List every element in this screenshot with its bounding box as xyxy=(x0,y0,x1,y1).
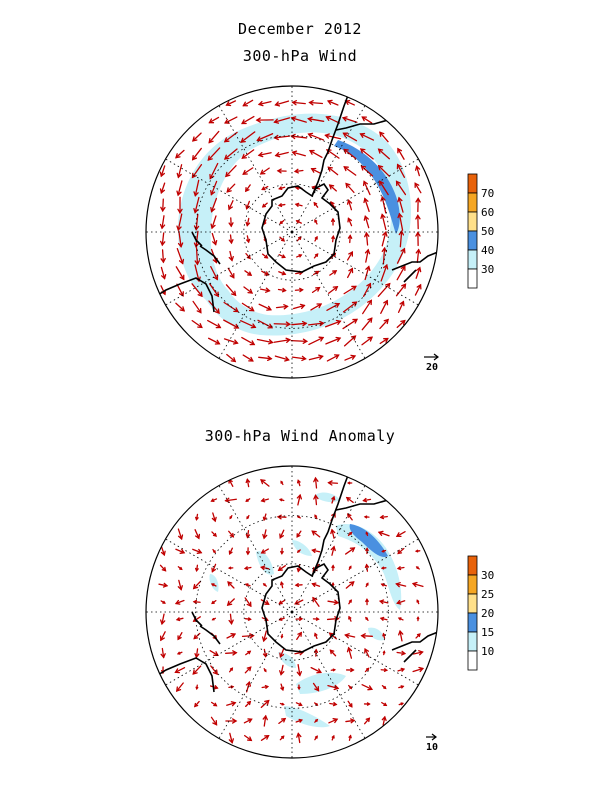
colorbar-bin xyxy=(467,192,478,213)
figure-title: December 2012 xyxy=(238,20,362,38)
colorbar-bin xyxy=(467,650,478,671)
meridian-line xyxy=(291,231,366,359)
bottom-colorbar: 10 15 20 25 30 xyxy=(467,555,494,671)
meridian-line xyxy=(218,231,293,359)
top-latlon-grid xyxy=(146,86,438,378)
meridian-line xyxy=(165,231,293,306)
colorbar-bin xyxy=(467,230,478,251)
top-colorbar: 30 40 50 60 70 xyxy=(467,173,494,289)
meridian-line xyxy=(218,611,293,739)
colorbar-tick-label: 30 xyxy=(481,569,494,582)
colorbar-bin xyxy=(467,574,478,595)
colorbar-bin xyxy=(467,268,478,289)
colorbar-tick-label: 25 xyxy=(481,588,494,601)
bottom-map-title: 300-hPa Wind Anomaly xyxy=(204,427,396,445)
top-wind-vectors xyxy=(159,99,422,363)
meridian-line xyxy=(291,611,366,739)
bottom-polar-map xyxy=(145,465,439,759)
colorbar-tick-label: 15 xyxy=(481,626,494,639)
top-polar-map xyxy=(145,85,439,379)
latitude-circle xyxy=(243,183,341,281)
colorbar-tick-label: 30 xyxy=(481,263,494,276)
colorbar-bin xyxy=(467,173,478,194)
latitude-circle xyxy=(195,515,389,709)
bottom-latlon-grid xyxy=(146,466,438,758)
bottom-wind-anomaly-vectors xyxy=(158,476,425,744)
meridian-line xyxy=(291,538,419,613)
meridian-line xyxy=(165,611,293,686)
bottom-reference-vector: 10 xyxy=(426,733,438,753)
colorbar-bin xyxy=(467,631,478,652)
meridian-line xyxy=(291,231,419,306)
meridian-line xyxy=(291,158,419,233)
top-map-title: 300-hPa Wind xyxy=(242,47,358,65)
top-reference-vector-label: 20 xyxy=(426,362,438,373)
colorbar-bin xyxy=(467,593,478,614)
meridian-line xyxy=(218,105,293,233)
meridian-line xyxy=(165,538,293,613)
latitude-circle xyxy=(243,563,341,661)
colorbar-tick-label: 70 xyxy=(481,187,494,200)
colorbar-tick-label: 40 xyxy=(481,244,494,257)
colorbar-bin xyxy=(467,612,478,633)
bottom-anomaly-shading xyxy=(209,492,402,728)
meridian-line xyxy=(291,611,419,686)
colorbar-tick-label: 10 xyxy=(481,645,494,658)
colorbar-bin xyxy=(467,249,478,270)
meridian-line xyxy=(218,485,293,613)
top-map-border xyxy=(145,85,439,379)
colorbar-tick-label: 20 xyxy=(481,607,494,620)
colorbar-tick-label: 50 xyxy=(481,225,494,238)
bottom-map-border xyxy=(145,465,439,759)
colorbar-tick-label: 60 xyxy=(481,206,494,219)
meridian-line xyxy=(165,158,293,233)
colorbar-bin xyxy=(467,555,478,576)
latitude-circle xyxy=(195,135,389,329)
top-reference-vector: 20 xyxy=(424,353,439,373)
bottom-coastlines xyxy=(149,466,438,693)
colorbar-bin xyxy=(467,211,478,232)
bottom-reference-vector-label: 10 xyxy=(426,742,438,753)
